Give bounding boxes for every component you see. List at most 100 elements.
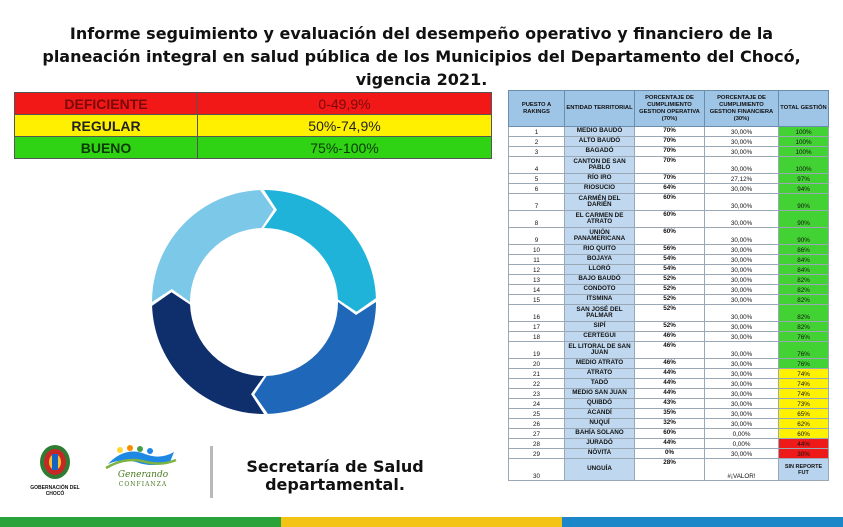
row-financial: 30,00% bbox=[704, 448, 779, 459]
cycle-arrow-segment bbox=[254, 302, 376, 414]
stripe-segment bbox=[562, 517, 843, 527]
table-row: 6 RIOSUCIO 64% 30,00% 94% bbox=[508, 183, 829, 194]
header-financial: PORCENTAJE DE CUMPLIMIENTO GESTION FINAN… bbox=[704, 90, 779, 127]
stripe-segment bbox=[281, 517, 562, 527]
row-position: 5 bbox=[508, 173, 565, 184]
row-position: 19 bbox=[508, 341, 565, 359]
row-total: 62% bbox=[778, 418, 829, 429]
row-financial: 30,00% bbox=[704, 368, 779, 379]
legend-range: 50%-74,9% bbox=[197, 114, 492, 137]
row-entity: CERTEGUI bbox=[564, 331, 635, 342]
row-total: 100% bbox=[778, 136, 829, 147]
generando-word: Generando bbox=[117, 470, 169, 480]
row-operative: 54% bbox=[634, 264, 705, 275]
table-row: 7 CARMÉN DEL DARIÉN 60% 30,00% 90% bbox=[508, 193, 829, 211]
row-position: 7 bbox=[508, 193, 565, 211]
row-total: 76% bbox=[778, 341, 829, 359]
row-position: 12 bbox=[508, 264, 565, 275]
row-financial: 30,00% bbox=[704, 210, 779, 228]
table-row: 30 UNGUÍA 28% #¡VALOR! SIN REPORTE FUT bbox=[508, 458, 829, 481]
gobernacion-seal-icon bbox=[40, 445, 70, 479]
row-position: 29 bbox=[508, 448, 565, 459]
table-row: 16 SAN JOSÉ DEL PALMAR 52% 30,00% 82% bbox=[508, 304, 829, 322]
row-total: 74% bbox=[778, 378, 829, 389]
table-row: 21 ATRATO 44% 30,00% 74% bbox=[508, 368, 829, 379]
legend-row-regular: REGULAR 50%-74,9% bbox=[14, 114, 492, 137]
row-entity: ALTO BAUDÓ bbox=[564, 136, 635, 147]
table-row: 23 MEDIO SAN JUAN 44% 30,00% 74% bbox=[508, 388, 829, 399]
header-operative: PORCENTAJE DE CUMPLIMIENTO GESTION OPERA… bbox=[634, 90, 705, 127]
row-operative: 54% bbox=[634, 254, 705, 265]
report-title: Informe seguimiento y evaluación del des… bbox=[42, 24, 801, 89]
row-total: 97% bbox=[778, 173, 829, 184]
row-financial: 30,00% bbox=[704, 146, 779, 157]
row-operative: 70% bbox=[634, 173, 705, 184]
table-row: 1 MEDIO BAUDÓ 70% 30,00% 100% bbox=[508, 126, 829, 137]
cycle-arrow-segment bbox=[264, 190, 376, 312]
row-operative: 44% bbox=[634, 438, 705, 449]
cycle-arrow-segment bbox=[152, 292, 264, 414]
table-row: 9 UNIÓN PANAMERICANA 60% 30,00% 90% bbox=[508, 227, 829, 245]
row-total: 74% bbox=[778, 388, 829, 399]
row-financial: 0,00% bbox=[704, 438, 779, 449]
row-entity: LLORÓ bbox=[564, 264, 635, 275]
header-total: TOTAL GESTIÓN bbox=[778, 90, 829, 127]
row-financial: 30,00% bbox=[704, 294, 779, 305]
row-total: 90% bbox=[778, 210, 829, 228]
row-entity: RIOSUCIO bbox=[564, 183, 635, 194]
row-entity: JURADÓ bbox=[564, 438, 635, 449]
row-total: 76% bbox=[778, 358, 829, 369]
row-entity: NÓVITA bbox=[564, 448, 635, 459]
row-total: 84% bbox=[778, 264, 829, 275]
row-position: 20 bbox=[508, 358, 565, 369]
table-row: 26 NUQUÍ 32% 30,00% 62% bbox=[508, 418, 829, 429]
row-entity: QUIBDÓ bbox=[564, 398, 635, 409]
row-position: 1 bbox=[508, 126, 565, 137]
row-position: 6 bbox=[508, 183, 565, 194]
table-row: 29 NÓVITA 0% 30,00% 30% bbox=[508, 448, 829, 459]
row-operative: 46% bbox=[634, 358, 705, 369]
cycle-arrow-segment bbox=[152, 190, 274, 302]
row-entity: UNIÓN PANAMERICANA bbox=[564, 227, 635, 245]
row-total: 90% bbox=[778, 193, 829, 211]
header-position: PUESTO A RAKINGS bbox=[508, 90, 565, 127]
row-financial: 30,00% bbox=[704, 358, 779, 369]
row-financial: 30,00% bbox=[704, 388, 779, 399]
row-position: 13 bbox=[508, 274, 565, 285]
stripe-segment bbox=[0, 517, 281, 527]
bottom-color-stripe bbox=[0, 517, 843, 527]
row-operative: 52% bbox=[634, 274, 705, 285]
row-total: 60% bbox=[778, 428, 829, 439]
divider bbox=[210, 446, 213, 498]
row-financial: 30,00% bbox=[704, 378, 779, 389]
row-total: 100% bbox=[778, 126, 829, 137]
row-position: 4 bbox=[508, 156, 565, 174]
table-row: 27 BAHÍA SOLANO 60% 0,00% 60% bbox=[508, 428, 829, 439]
row-operative: 70% bbox=[634, 126, 705, 137]
row-entity: SAN JOSÉ DEL PALMAR bbox=[564, 304, 635, 322]
table-row: 28 JURADÓ 44% 0,00% 44% bbox=[508, 438, 829, 449]
row-financial: 30,00% bbox=[704, 156, 779, 174]
row-financial: 30,00% bbox=[704, 227, 779, 245]
row-financial: 30,00% bbox=[704, 254, 779, 265]
row-entity: TADÓ bbox=[564, 378, 635, 389]
row-position: 24 bbox=[508, 398, 565, 409]
row-financial: 30,00% bbox=[704, 341, 779, 359]
table-row: 17 SIPÍ 52% 30,00% 82% bbox=[508, 321, 829, 332]
row-entity: ITSMINA bbox=[564, 294, 635, 305]
row-entity: EL CARMEN DE ATRATO bbox=[564, 210, 635, 228]
row-total: 44% bbox=[778, 438, 829, 449]
row-entity: BAJO BAUDÓ bbox=[564, 274, 635, 285]
row-position: 27 bbox=[508, 428, 565, 439]
row-operative: 56% bbox=[634, 244, 705, 255]
table-row: 11 BOJAYA 54% 30,00% 84% bbox=[508, 254, 829, 265]
row-financial: 30,00% bbox=[704, 244, 779, 255]
generando-confianza-text: Generando CONFIANZA bbox=[108, 470, 178, 490]
row-entity: MEDIO ATRATO bbox=[564, 358, 635, 369]
row-entity: RÍO IRO bbox=[564, 173, 635, 184]
row-operative: 60% bbox=[634, 227, 705, 245]
row-position: 3 bbox=[508, 146, 565, 157]
row-operative: 60% bbox=[634, 210, 705, 228]
row-total: 84% bbox=[778, 254, 829, 265]
legend-row-bueno: BUENO 75%-100% bbox=[14, 136, 492, 159]
